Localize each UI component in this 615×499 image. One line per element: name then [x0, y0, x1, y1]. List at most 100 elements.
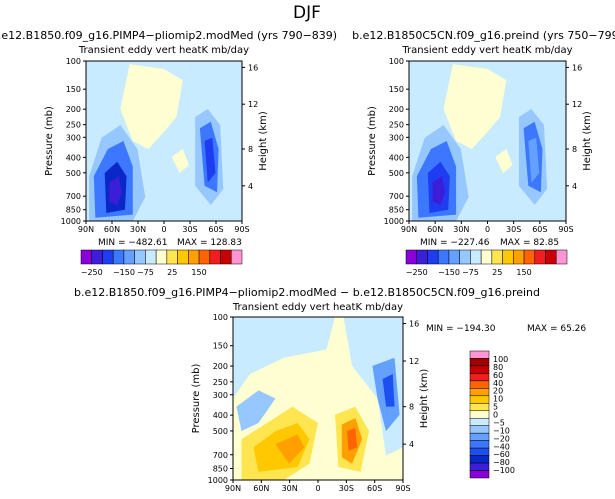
y-tick-label: 500	[389, 169, 404, 178]
colorbar-label: −60	[493, 450, 510, 459]
panel-title: b.e12.B1850.f09_g16.PIMP4−pliomip2.modMe…	[74, 286, 540, 299]
y-tick-label: 400	[213, 411, 228, 420]
colorbar-swatch	[427, 249, 439, 265]
colorbar-swatch	[188, 249, 200, 265]
colorbar-label: −10	[493, 426, 510, 435]
y2-tick-label: 8	[409, 403, 414, 412]
y-tick-label: 150	[66, 85, 81, 94]
x-tick-label: 90S	[558, 225, 573, 234]
stat-min: MIN = −194.30	[426, 324, 496, 334]
y-tick-label: 100	[213, 313, 228, 322]
y-axis-label: Pressure (mb)	[191, 364, 202, 434]
colorbar-label: 0	[493, 411, 498, 420]
colorbar-label: −40	[493, 442, 510, 451]
colorbar-swatch	[123, 249, 135, 265]
colorbar-label: 20	[493, 387, 503, 396]
y-tick-label: 150	[389, 85, 404, 94]
y2-axis-label: Height (km)	[419, 369, 430, 429]
colorbar-label: −150	[113, 268, 135, 277]
y2-axis-label: Height (km)	[258, 111, 269, 171]
colorbar-label: −250	[81, 268, 103, 277]
colorbar-swatch	[491, 249, 503, 265]
y2-tick-label: 12	[248, 100, 258, 109]
y-tick-label: 700	[213, 451, 228, 460]
x-tick-label: 30N	[453, 225, 469, 234]
panel-subtitle: Transient eddy vert heatK mb/day	[78, 45, 249, 56]
y-tick-label: 150	[213, 342, 228, 351]
y2-axis-label: Height (km)	[582, 111, 593, 171]
contour-neg-nh	[236, 390, 276, 432]
contour-sh-core	[528, 137, 540, 183]
y-axis-label: Pressure (mb)	[367, 106, 378, 176]
colorbar-label: −250	[406, 268, 428, 277]
x-tick-label: 90N	[78, 225, 94, 234]
colorbar-swatch	[469, 388, 490, 397]
colorbar-swatch	[469, 373, 490, 382]
y2-tick-label: 8	[572, 145, 577, 154]
y-tick-label: 300	[213, 391, 228, 400]
x-tick-label: 0	[161, 225, 166, 234]
y-tick-label: 250	[66, 121, 81, 130]
panel-preind: b.e12.B1850C5CN.f09_g16.preind (yrs 750−…	[352, 29, 615, 277]
colorbar-swatch	[523, 249, 536, 265]
x-tick-label: 30S	[182, 225, 197, 234]
contour-nh-peak	[432, 176, 446, 205]
colorbar-swatch	[416, 249, 428, 265]
y-tick-label: 100	[66, 57, 81, 66]
colorbar-swatch	[155, 249, 168, 265]
x-tick-label: 90N	[401, 225, 417, 234]
contour-weak-upper	[120, 64, 183, 149]
colorbar-label: 5	[493, 403, 498, 412]
contour-neg-upper	[233, 317, 335, 399]
colorbar-label: −5	[493, 418, 505, 427]
colorbar-swatch	[469, 395, 490, 404]
y-tick-label: 700	[66, 192, 81, 201]
x-tick-label: 30S	[506, 225, 521, 234]
panel-subtitle: Transient eddy vert heatK mb/day	[232, 302, 403, 313]
y-tick-label: 300	[389, 133, 404, 142]
colorbar-swatch	[231, 249, 243, 265]
colorbar-label: −100	[493, 466, 515, 475]
y-tick-label: 850	[389, 206, 404, 215]
y-tick-label: 200	[213, 362, 228, 371]
y-axis-label: Pressure (mb)	[44, 106, 55, 176]
x-tick-label: 30S	[339, 484, 354, 493]
y2-tick-label: 4	[248, 182, 253, 191]
colorbar-swatch	[470, 249, 482, 265]
colorbar-swatch	[112, 249, 125, 265]
colorbar-label: 80	[493, 363, 503, 372]
contour-weak-upper	[443, 64, 507, 149]
colorbar-swatch	[502, 249, 514, 265]
colorbar-swatch	[198, 249, 211, 265]
colorbar-swatch	[220, 249, 232, 265]
y-tick-label: 1000	[384, 217, 404, 226]
contour-weak-mid	[171, 149, 189, 173]
stat-min: MIN = −482.61	[98, 238, 167, 248]
colorbar-swatch	[145, 249, 157, 265]
y-tick-label: 700	[389, 192, 404, 201]
y-tick-label: 400	[66, 153, 81, 162]
y2-tick-label: 8	[248, 145, 253, 154]
stat-max: MAX = 82.85	[500, 238, 559, 248]
figure-title: DJF	[293, 3, 321, 23]
panel-difference: b.e12.B1850.f09_g16.PIMP4−pliomip2.modMe…	[74, 286, 586, 493]
colorbar-swatch	[534, 249, 546, 265]
y2-tick-label: 4	[572, 182, 577, 191]
colorbar-label: 40	[493, 379, 503, 388]
contour-pos-sh-core	[346, 427, 358, 451]
colorbar-swatch	[556, 249, 568, 265]
colorbar-swatch	[437, 249, 450, 265]
x-tick-label: 60N	[427, 225, 443, 234]
x-tick-label: 60S	[367, 484, 382, 493]
colorbar-swatch	[469, 417, 490, 426]
colorbar-swatch	[469, 350, 490, 359]
colorbar-swatch	[91, 249, 103, 265]
y2-tick-label: 12	[572, 100, 582, 109]
colorbar-label: −20	[493, 434, 510, 443]
colorbar-swatch	[545, 249, 557, 265]
contour-nh-peak	[109, 176, 122, 205]
y-tick-label: 100	[389, 57, 404, 66]
x-tick-label: 60S	[208, 225, 223, 234]
panel-title: b.e12.B1850C5CN.f09_g16.preind (yrs 750−…	[352, 29, 615, 42]
y-tick-label: 400	[389, 153, 404, 162]
